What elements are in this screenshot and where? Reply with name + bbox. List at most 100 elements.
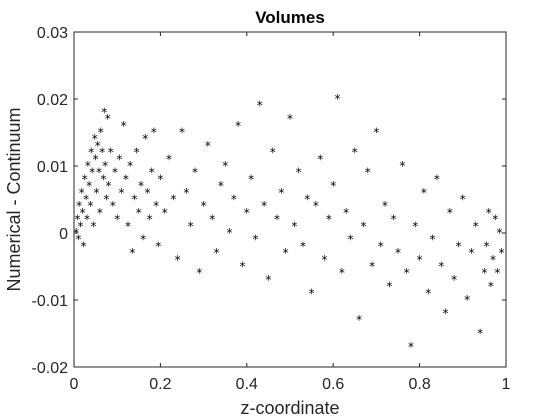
data-point: *: [352, 146, 358, 160]
y-tick-label: 0.01: [37, 159, 68, 176]
data-point: *: [90, 219, 96, 233]
data-point: *: [265, 273, 271, 287]
data-point: *: [192, 166, 198, 180]
x-tick-label: 0.8: [408, 376, 430, 393]
x-tick-label: 1: [502, 376, 511, 393]
data-point: *: [205, 139, 211, 153]
data-point: *: [244, 206, 250, 220]
data-point: *: [162, 206, 168, 220]
data-point: *: [270, 146, 276, 160]
data-point: *: [477, 327, 483, 341]
data-markers: ****************************************…: [73, 92, 505, 354]
x-tick-label: 0.6: [322, 376, 344, 393]
data-point: *: [127, 159, 133, 173]
data-point: *: [74, 213, 80, 227]
data-point: *: [278, 186, 284, 200]
data-point: *: [399, 159, 405, 173]
data-point: *: [95, 139, 101, 153]
data-point: *: [119, 186, 125, 200]
data-point: *: [382, 199, 388, 213]
data-point: *: [365, 166, 371, 180]
data-point: *: [412, 219, 418, 233]
x-axis-label: z-coordinate: [240, 398, 339, 418]
data-point: *: [455, 239, 461, 253]
x-tick-labels: 0 0.2 0.4 0.6 0.8 1: [70, 376, 511, 393]
data-point: *: [183, 186, 189, 200]
x-tick-label: 0.2: [149, 376, 171, 393]
chart-title: Volumes: [255, 8, 325, 27]
data-point: *: [170, 193, 176, 207]
data-point: *: [373, 126, 379, 140]
data-point: *: [235, 119, 241, 133]
y-tick-label: 0.02: [37, 92, 68, 109]
data-point: *: [101, 105, 107, 119]
data-point: *: [144, 186, 150, 200]
data-point: *: [218, 179, 224, 193]
data-point: *: [464, 293, 470, 307]
data-point: *: [166, 152, 172, 166]
y-tick-label: 0: [59, 226, 68, 243]
data-point: *: [114, 213, 120, 227]
data-point: *: [131, 193, 137, 207]
data-point: *: [175, 253, 181, 267]
data-point: *: [116, 152, 122, 166]
data-point: *: [252, 233, 258, 247]
data-point: *: [309, 286, 315, 300]
data-point: *: [214, 246, 220, 260]
data-point: *: [76, 199, 82, 213]
data-point: *: [425, 286, 431, 300]
data-point: *: [360, 219, 366, 233]
data-point: *: [497, 226, 503, 240]
data-point: *: [391, 213, 397, 227]
data-point: *: [97, 206, 103, 220]
data-point: *: [75, 233, 81, 247]
data-point: *: [196, 266, 202, 280]
data-point: *: [136, 206, 142, 220]
data-point: *: [317, 152, 323, 166]
data-point: *: [404, 266, 410, 280]
data-point: *: [85, 159, 91, 173]
data-point: *: [110, 199, 116, 213]
x-tick-label: 0.4: [236, 376, 258, 393]
data-point: *: [347, 233, 353, 247]
data-point: *: [304, 193, 310, 207]
data-point: *: [291, 219, 297, 233]
data-point: *: [300, 239, 306, 253]
data-point: *: [151, 126, 157, 140]
data-point: *: [443, 306, 449, 320]
data-point: *: [79, 186, 85, 200]
data-point: *: [93, 152, 99, 166]
data-point: *: [86, 179, 92, 193]
data-point: *: [339, 266, 345, 280]
data-point: *: [105, 112, 111, 126]
data-point: *: [82, 172, 88, 186]
data-point: *: [296, 166, 302, 180]
data-point: *: [494, 266, 500, 280]
y-tick-label: -0.02: [32, 360, 69, 377]
data-point: *: [103, 193, 109, 207]
data-point: *: [490, 253, 496, 267]
data-point: *: [447, 206, 453, 220]
data-point: *: [147, 213, 153, 227]
data-point: *: [356, 313, 362, 327]
data-point: *: [80, 206, 86, 220]
data-point: *: [89, 166, 95, 180]
data-point: *: [153, 199, 159, 213]
data-point: *: [326, 213, 332, 227]
data-point: *: [430, 233, 436, 247]
y-tick-label: 0.03: [37, 25, 68, 42]
data-point: *: [87, 199, 93, 213]
data-point: *: [287, 112, 293, 126]
data-point: *: [330, 179, 336, 193]
data-point: *: [99, 146, 105, 160]
data-point: *: [313, 199, 319, 213]
data-point: *: [468, 246, 474, 260]
data-point: *: [438, 260, 444, 274]
data-point: *: [98, 126, 104, 140]
data-point: *: [102, 159, 108, 173]
data-point: *: [112, 166, 118, 180]
data-point: *: [386, 280, 392, 294]
data-point: *: [81, 239, 87, 253]
data-point: *: [492, 213, 498, 227]
